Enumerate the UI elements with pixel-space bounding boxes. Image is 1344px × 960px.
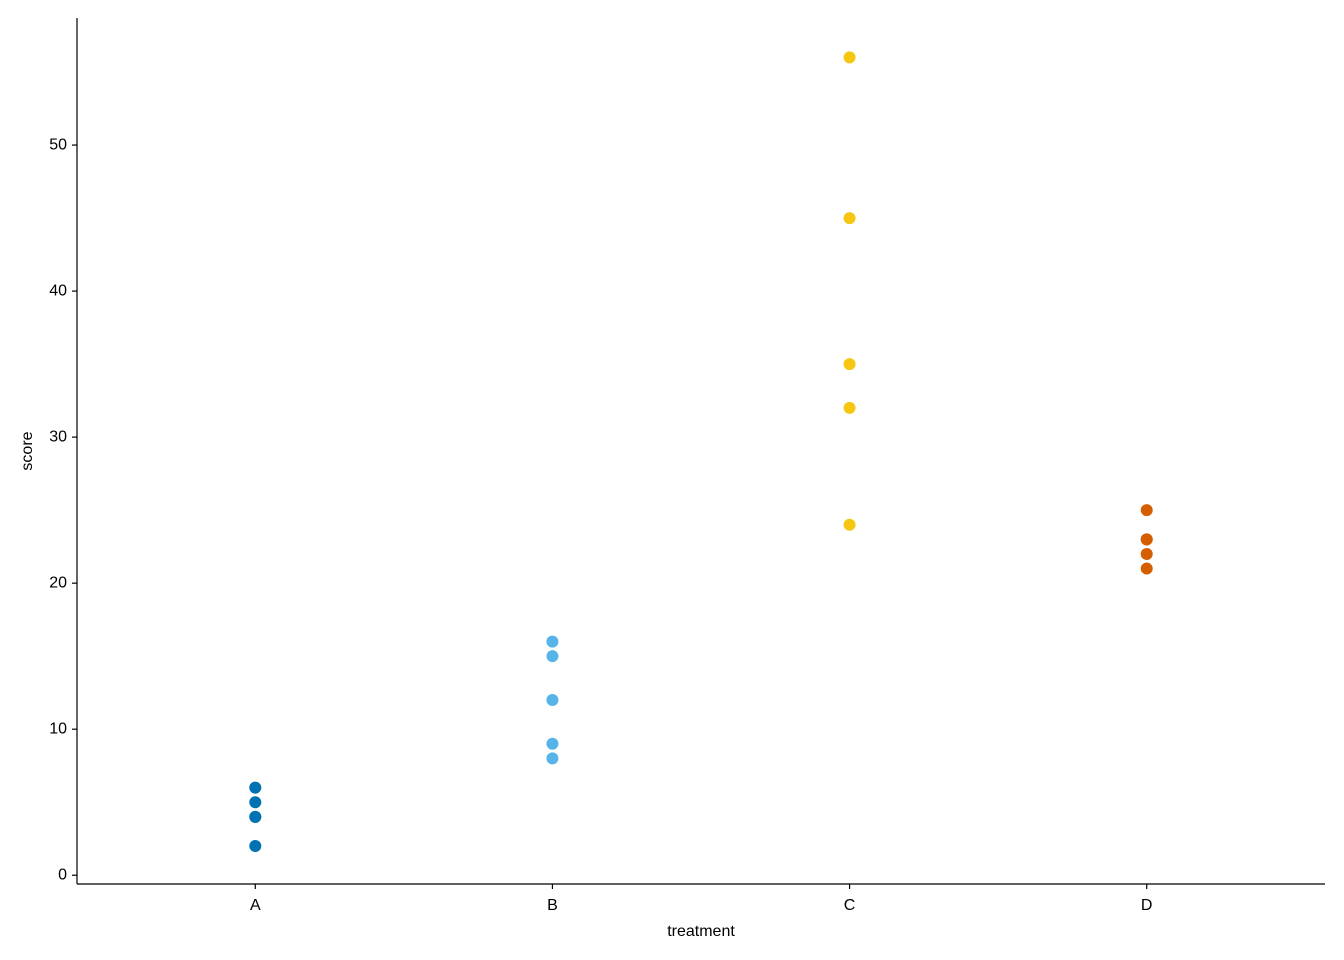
y-tick-label: 40 — [49, 282, 67, 299]
point — [843, 358, 856, 371]
point — [1140, 504, 1153, 517]
x-tick-label: B — [547, 897, 558, 914]
point — [249, 810, 262, 823]
x-axis-label: treatment — [667, 923, 735, 940]
point — [546, 752, 559, 765]
point — [1140, 547, 1153, 560]
point — [249, 796, 262, 809]
point — [843, 401, 856, 414]
point — [843, 51, 856, 64]
point — [546, 693, 559, 706]
y-tick-label: 0 — [58, 866, 67, 883]
x-tick-label: C — [844, 897, 856, 914]
point — [249, 781, 262, 794]
point — [843, 212, 856, 225]
y-tick-label: 10 — [49, 720, 67, 737]
x-tick-label: A — [250, 897, 261, 914]
y-tick-label: 30 — [49, 428, 67, 445]
y-axis-label: score — [19, 431, 36, 470]
point — [546, 635, 559, 648]
point — [546, 737, 559, 750]
point — [843, 518, 856, 531]
x-tick-label: D — [1141, 897, 1153, 914]
point — [1140, 562, 1153, 575]
point — [249, 840, 262, 853]
point — [546, 650, 559, 663]
point — [1140, 533, 1153, 546]
y-tick-label: 50 — [49, 136, 67, 153]
y-tick-label: 20 — [49, 574, 67, 591]
